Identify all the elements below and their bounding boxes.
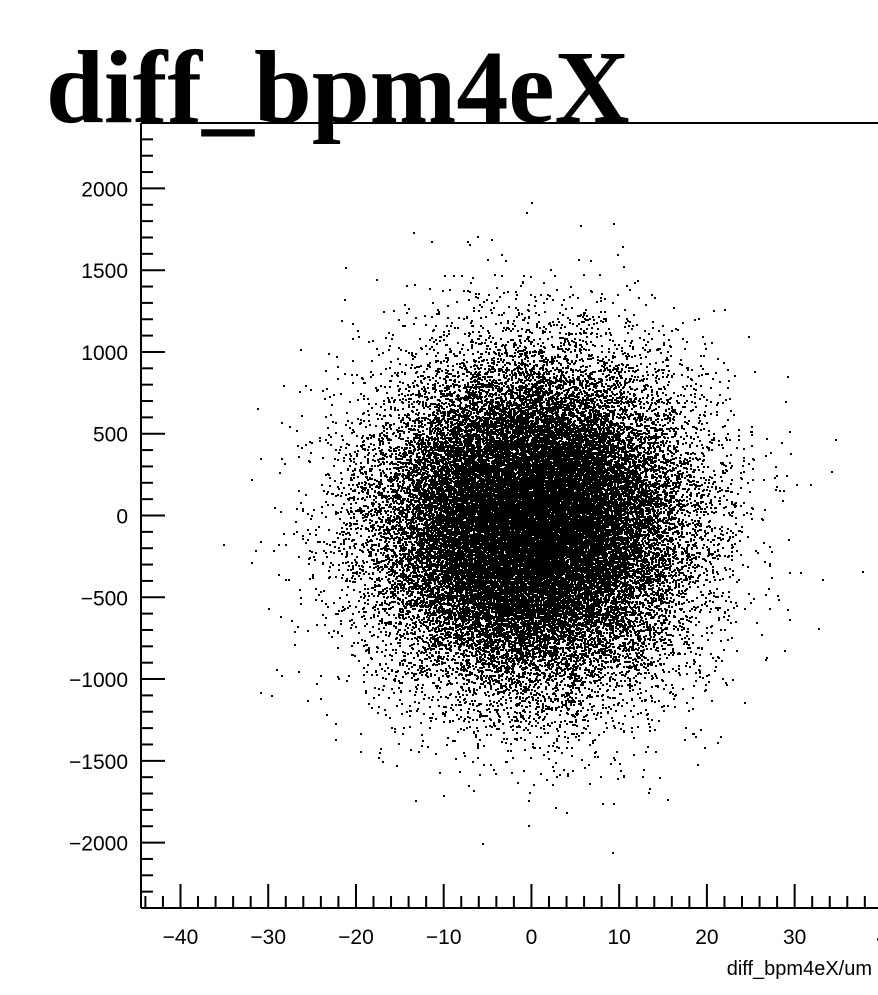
x-axis-title: diff_bpm4eX/um	[727, 958, 872, 980]
x-tick-label: −10	[426, 926, 462, 949]
y-tick-label: 1500	[81, 260, 128, 283]
y-tick-label: −2000	[69, 833, 128, 856]
tick-marks	[141, 122, 866, 909]
x-tick-label: 4	[877, 926, 878, 949]
x-tick-label: 10	[607, 926, 630, 949]
tick-labels: −40 −30 −20 −10 0 10 20 30 4 2000 1500 1000 500 0 −500…	[69, 178, 878, 949]
x-tick-label: 20	[695, 926, 718, 949]
x-tick-label: 30	[783, 926, 806, 949]
x-tick-label: −40	[163, 926, 199, 949]
y-tick-label: 1000	[81, 342, 128, 365]
y-tick-label: 0	[116, 506, 128, 529]
y-tick-label: 2000	[81, 178, 128, 201]
y-tick-label: 500	[93, 424, 128, 447]
x-tick-label: −30	[250, 926, 286, 949]
chart-title: diff_bpm4eX	[46, 30, 630, 145]
y-tick-label: −500	[81, 587, 128, 610]
y-tick-label: −1500	[69, 751, 128, 774]
x-tick-label: −20	[338, 926, 374, 949]
scatter-point-cloud	[223, 202, 864, 854]
scatter-points	[223, 202, 864, 854]
x-tick-label: 0	[526, 926, 538, 949]
y-tick-label: −1000	[69, 669, 128, 692]
